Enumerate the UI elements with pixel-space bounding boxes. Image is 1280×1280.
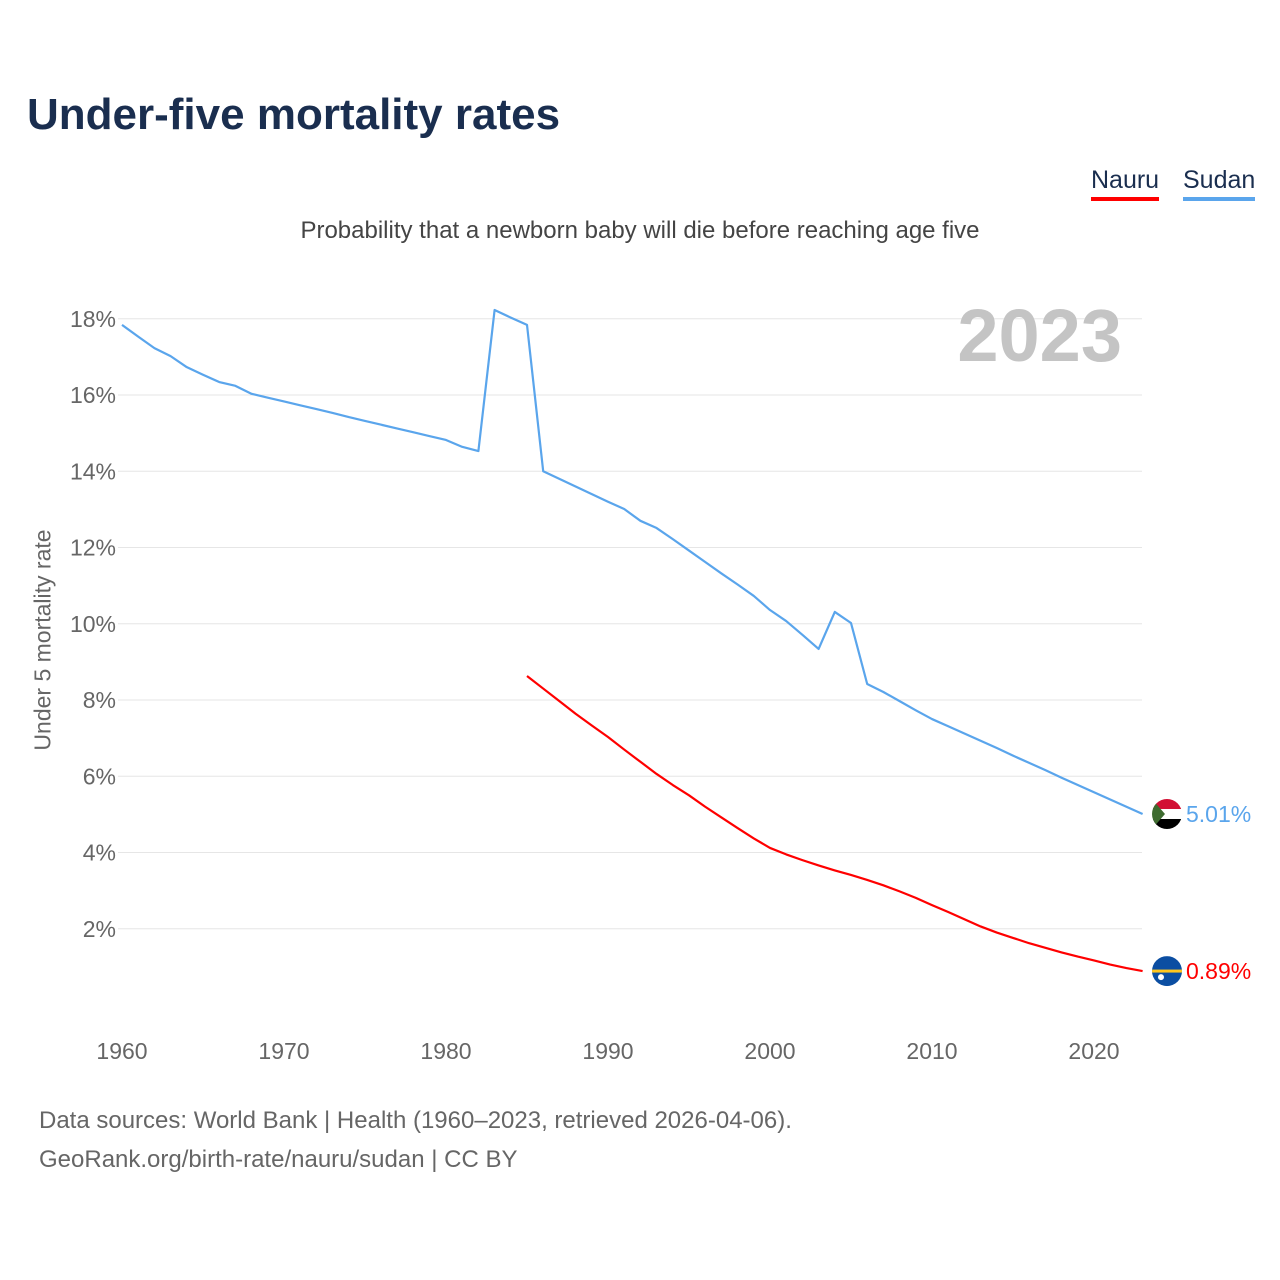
end-value-label: 0.89% [1186, 958, 1251, 984]
x-tick-label: 1980 [420, 1038, 471, 1064]
y-tick-label: 14% [70, 458, 116, 484]
x-tick-label: 2020 [1068, 1038, 1119, 1064]
flag-nauru-icon [1152, 956, 1182, 987]
flag-stripe [1152, 818, 1182, 829]
y-tick-label: 10% [70, 611, 116, 637]
end-value-label: 5.01% [1186, 801, 1251, 827]
y-tick-label: 6% [83, 763, 116, 789]
flag-stripe [1152, 798, 1182, 809]
flag-sudan-icon [1152, 798, 1182, 829]
chart-subtitle: Probability that a newborn baby will die… [300, 217, 980, 244]
flag-stripe [1152, 969, 1182, 973]
y-tick-label: 2% [83, 916, 116, 942]
x-tick-label: 1990 [582, 1038, 633, 1064]
x-tick-label: 1960 [96, 1038, 147, 1064]
legend-nauru[interactable]: Nauru [1091, 166, 1160, 201]
flag-star [1158, 974, 1164, 981]
x-tick-label: 1970 [258, 1038, 309, 1064]
attribution: GeoRank.org/birth-rate/nauru/sudan | CC … [39, 1146, 518, 1173]
flag-body [1152, 798, 1182, 829]
x-tick-label: 2010 [906, 1038, 957, 1064]
y-tick-label: 8% [83, 687, 116, 713]
legend-sudan[interactable]: Sudan [1183, 166, 1256, 201]
flag-stripe [1152, 808, 1182, 819]
flag-triangle [1152, 798, 1165, 829]
year-label: 2023 [957, 294, 1122, 377]
series-line-nauru [526, 675, 1143, 973]
series-line-sudan [121, 308, 1144, 815]
y-tick-label: 4% [83, 840, 116, 866]
y-tick-label: 18% [70, 306, 116, 332]
y-tick-label: 16% [70, 382, 116, 408]
flag-body [1152, 956, 1182, 987]
y-tick-label: 12% [70, 535, 116, 561]
x-tick-label: 2000 [744, 1038, 795, 1064]
chart-title: Under-five mortality rates [27, 90, 561, 139]
data-source: Data sources: World Bank | Health (1960–… [39, 1107, 792, 1134]
